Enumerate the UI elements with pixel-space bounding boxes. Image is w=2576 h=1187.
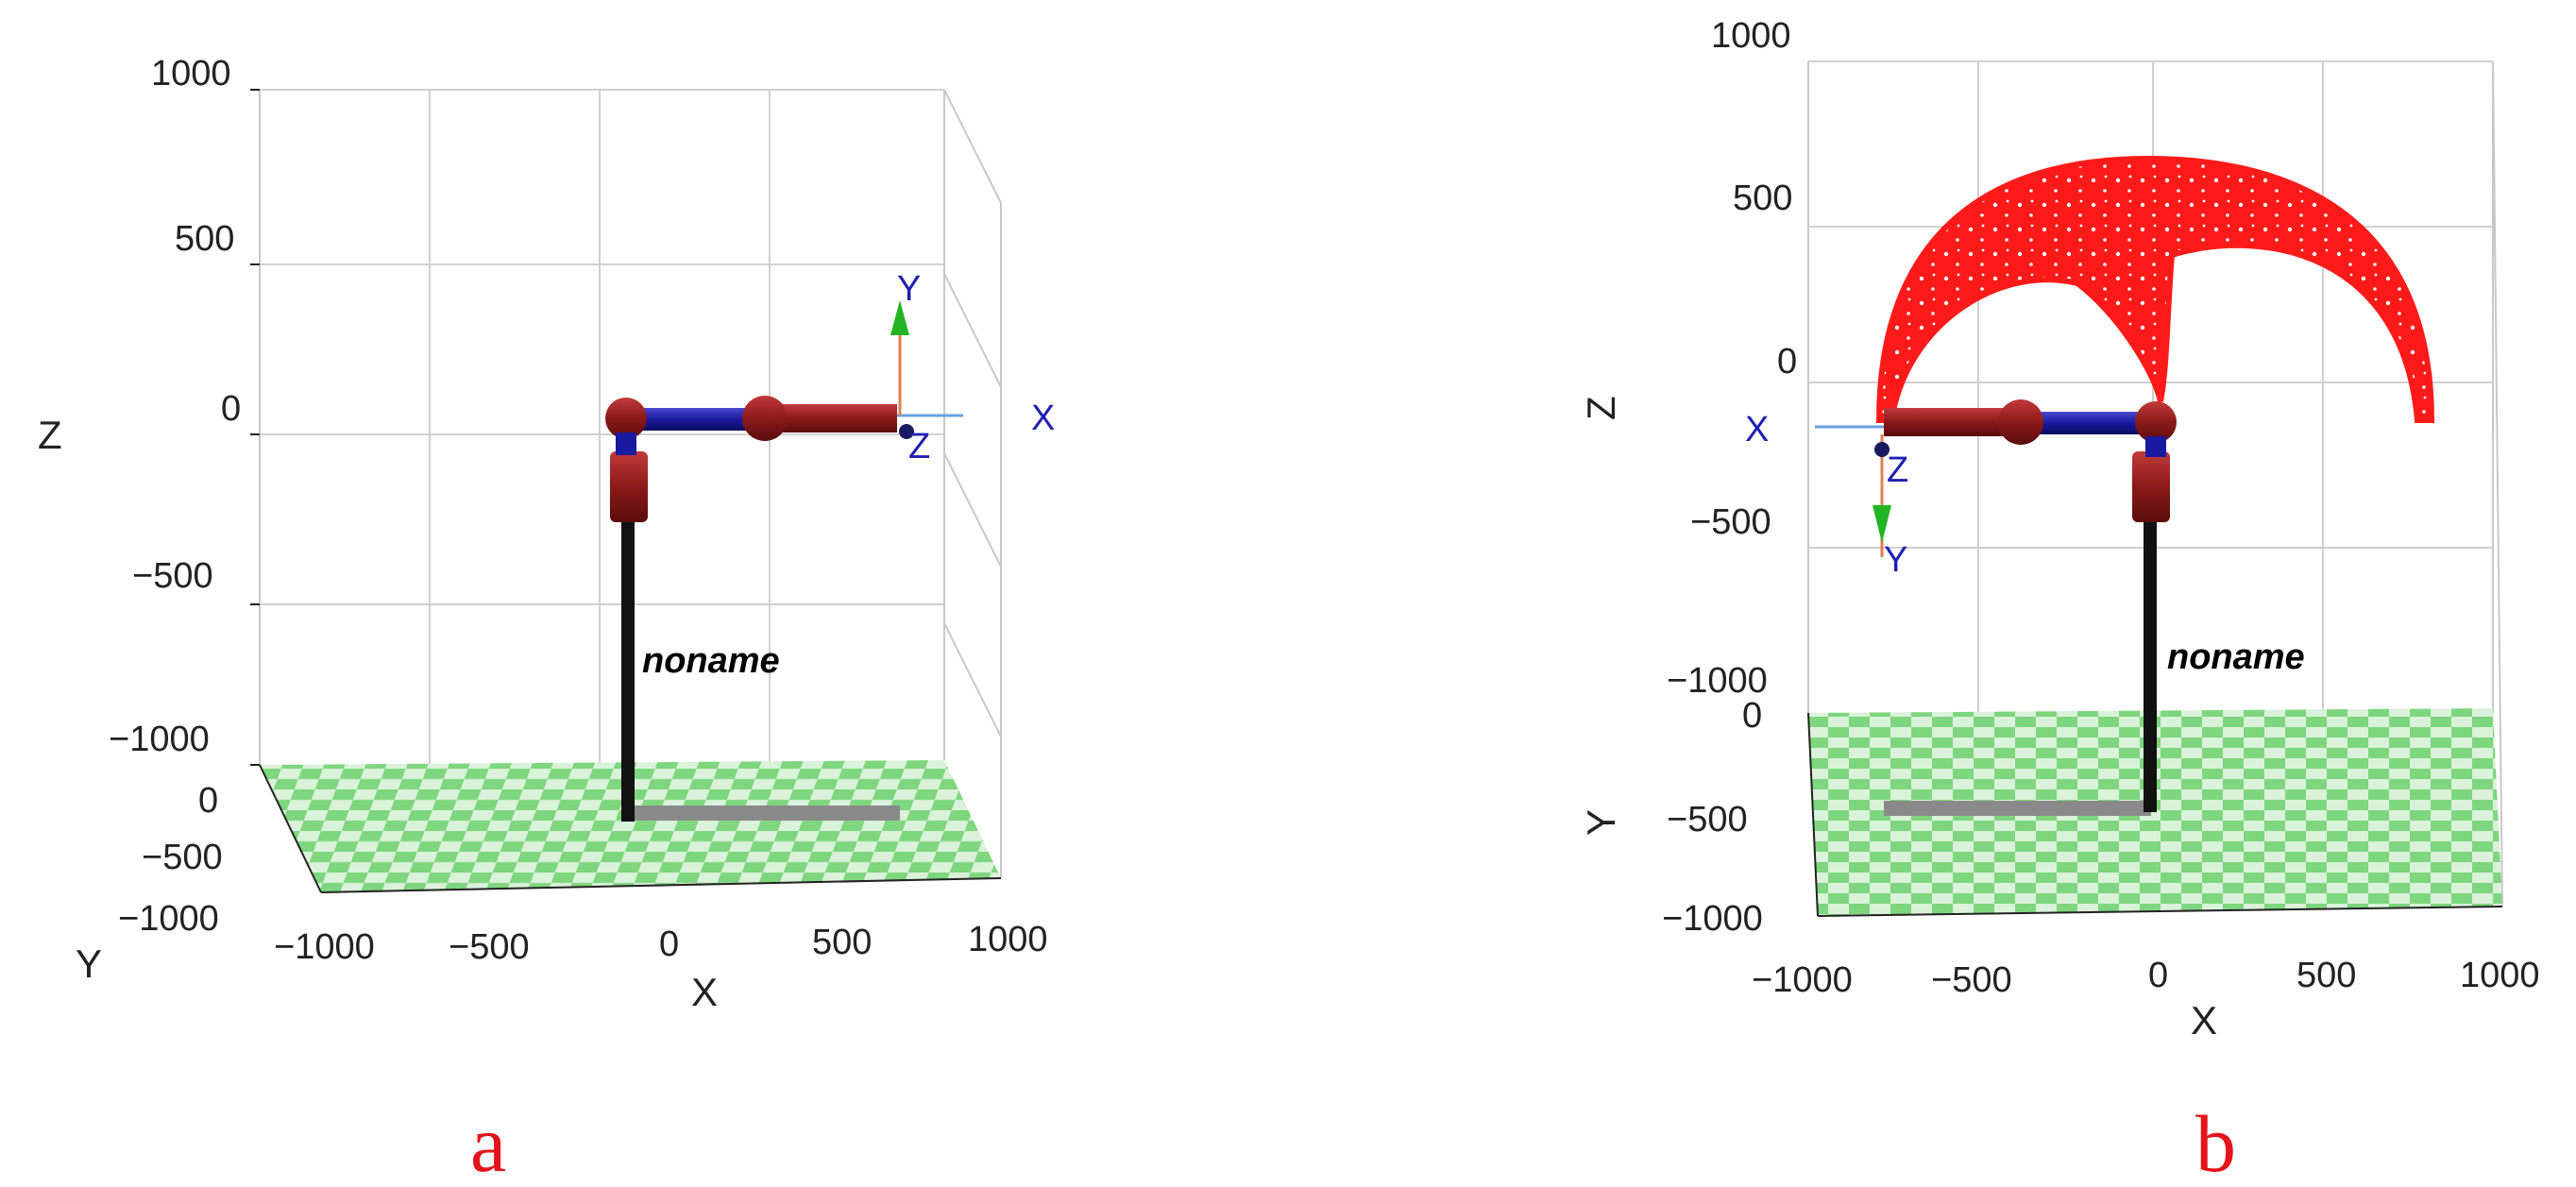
- panel-b-y-tick: −1000: [1662, 899, 1763, 939]
- panel-b-z-tick: 1000: [1711, 16, 1791, 56]
- panel-a-robot: Y Z X noname: [605, 269, 1055, 822]
- panel-b-y-ticks: 0 −500 −1000: [1662, 696, 1763, 939]
- panel-a-z-tick: 1000: [151, 54, 231, 93]
- panel-b-frame-z: Z: [1887, 450, 1908, 490]
- panel-b-z-tick: −500: [1690, 502, 1771, 542]
- panel-a-y-tick: 0: [198, 781, 218, 821]
- panel-a-z-dot: [899, 424, 914, 439]
- panel-a-z-tick: 0: [221, 389, 241, 429]
- panel-a-joint-elbow: [742, 396, 788, 441]
- panel-b-z-label: Z: [1579, 396, 1623, 420]
- panel-b-frame-y: Y: [1884, 540, 1907, 580]
- panel-a-x-tick: 0: [659, 924, 679, 964]
- panel-b-link-vertical: [2132, 451, 2170, 522]
- panel-b-label: b: [2195, 1098, 2236, 1187]
- panel-b-x-label: X: [2191, 998, 2217, 1043]
- panel-b-pedestal: [2144, 510, 2157, 812]
- panel-a-x-tick: −1000: [274, 927, 375, 967]
- panel-a-z-label: Z: [38, 413, 62, 457]
- panel-b-y-tick: −500: [1667, 800, 1748, 839]
- panel-a-box: [259, 89, 1002, 878]
- panel-b-robot-name: noname: [2167, 637, 2305, 677]
- panel-a-x-tick: 500: [812, 923, 872, 962]
- panel-a-x-label: X: [691, 970, 718, 1014]
- panel-a-y-label: Y: [76, 941, 102, 986]
- panel-a-joint-shoulder-collar: [616, 432, 636, 455]
- panel-b-link-forearm: [1884, 408, 2021, 436]
- panel-a-y-tick: −500: [142, 838, 223, 877]
- panel-a-frame-y: Y: [897, 269, 921, 309]
- panel-b-x-tick: −1000: [1752, 960, 1853, 1000]
- panel-a-z-tick: 500: [175, 219, 234, 259]
- panel-b-y-tick: 0: [1742, 696, 1762, 736]
- panel-b-workspace-dome: [1875, 155, 2435, 423]
- panel-b-joint-shoulder: [2135, 401, 2177, 443]
- panel-b-y-label: Y: [1579, 809, 1623, 836]
- panel-b-z-dot: [1874, 442, 1890, 457]
- panel-a-y-arrow: [890, 300, 909, 335]
- panel-a-frame-z: Z: [908, 427, 930, 466]
- panel-b-y-arrow: [1873, 505, 1891, 543]
- panel-b-x-tick: 500: [2296, 956, 2356, 995]
- panel-a-joint-shoulder: [605, 398, 647, 439]
- panel-a-y-ticks: 0 −500 −1000: [118, 781, 223, 939]
- panel-b-x-tick: 0: [2148, 956, 2168, 995]
- panel-b-z-tick: 0: [1777, 342, 1797, 382]
- panel-a-back-grid: [260, 89, 944, 765]
- panel-a-floor: [260, 760, 1001, 892]
- panel-b-joint-shoulder-collar: [2145, 436, 2166, 457]
- panel-b-base-plate: [1884, 801, 2151, 816]
- panel-b: Z Y X noname 1000 500 0 −500 −1000 Z 0 −…: [1579, 16, 2540, 1187]
- panel-a-link-vertical: [610, 451, 648, 522]
- panel-a-frame-x: X: [1031, 398, 1055, 438]
- panel-b-z-tick: −1000: [1667, 661, 1768, 701]
- panel-b-frame-x: X: [1745, 410, 1769, 449]
- panel-b-x-tick: 1000: [2460, 956, 2540, 995]
- panel-b-z-ticks: 1000 500 0 −500 −1000: [1667, 16, 1797, 701]
- panel-b-joint-elbow: [1998, 399, 2043, 445]
- panel-a-pedestal: [621, 510, 635, 822]
- panel-a-x-ticks: −1000 −500 0 500 1000: [274, 920, 1048, 967]
- panel-b-x-tick: −500: [1931, 960, 2012, 1000]
- panel-b-box: [1807, 60, 2503, 907]
- panel-a-label: a: [470, 1098, 506, 1187]
- panel-a-x-tick: 1000: [968, 920, 1048, 959]
- panel-a: Y Z X noname 1000 500 0 −500 −1000 Z 0 −…: [38, 54, 1055, 1187]
- panel-a-z-ticks: 1000 500 0 −500 −1000: [109, 54, 260, 766]
- panel-b-z-tick: 500: [1733, 178, 1792, 218]
- panel-a-z-tick: −1000: [109, 720, 210, 759]
- panel-a-y-tick: −1000: [118, 899, 219, 939]
- panel-a-base-plate: [631, 805, 900, 821]
- panel-b-x-ticks: −1000 −500 0 500 1000: [1752, 956, 2540, 1000]
- panel-a-robot-name: noname: [642, 641, 780, 681]
- panel-b-robot: Z Y X noname: [1745, 399, 2305, 816]
- panel-a-x-tick: −500: [449, 927, 530, 967]
- panel-a-z-tick: −500: [132, 556, 213, 596]
